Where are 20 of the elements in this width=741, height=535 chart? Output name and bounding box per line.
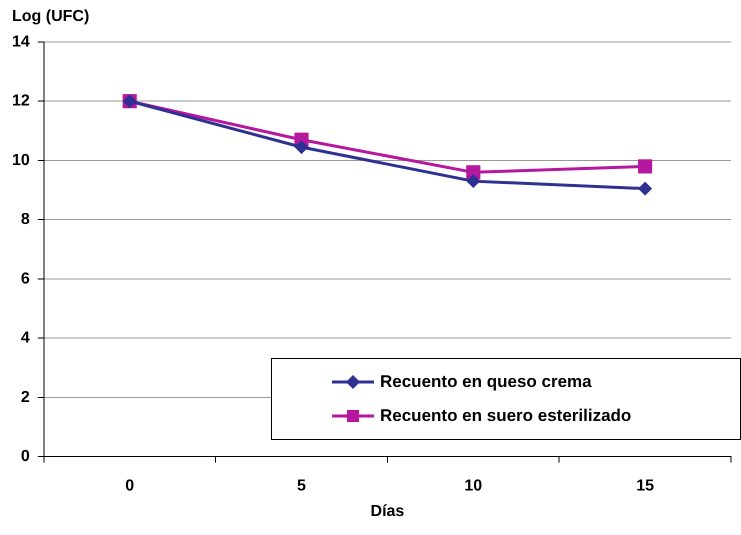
x-axis-title: Días xyxy=(370,502,404,520)
point xyxy=(466,174,480,188)
x-tick-label: 15 xyxy=(636,478,654,495)
y-tick-label: 2 xyxy=(20,388,30,406)
legend-label: Recuento en suero esterilizado xyxy=(380,406,632,426)
y-tick-label: 10 xyxy=(12,152,30,169)
legend-label: Recuento en queso crema xyxy=(380,372,592,392)
point xyxy=(638,159,652,174)
y-axis-title: Log (UFC) xyxy=(12,8,90,26)
y-tick-label: 14 xyxy=(12,33,30,50)
y-tick-label: 6 xyxy=(20,270,30,288)
y-tick-label: 12 xyxy=(12,92,30,110)
y-tick-label: 4 xyxy=(20,330,30,347)
y-tick-label: 8 xyxy=(20,211,30,228)
point xyxy=(294,140,308,154)
point xyxy=(638,182,652,196)
x-tick-label: 0 xyxy=(125,478,134,495)
x-tick-label: 5 xyxy=(297,478,306,495)
x-tick-label: 10 xyxy=(464,478,482,495)
y-tick-label: 0 xyxy=(20,448,30,466)
